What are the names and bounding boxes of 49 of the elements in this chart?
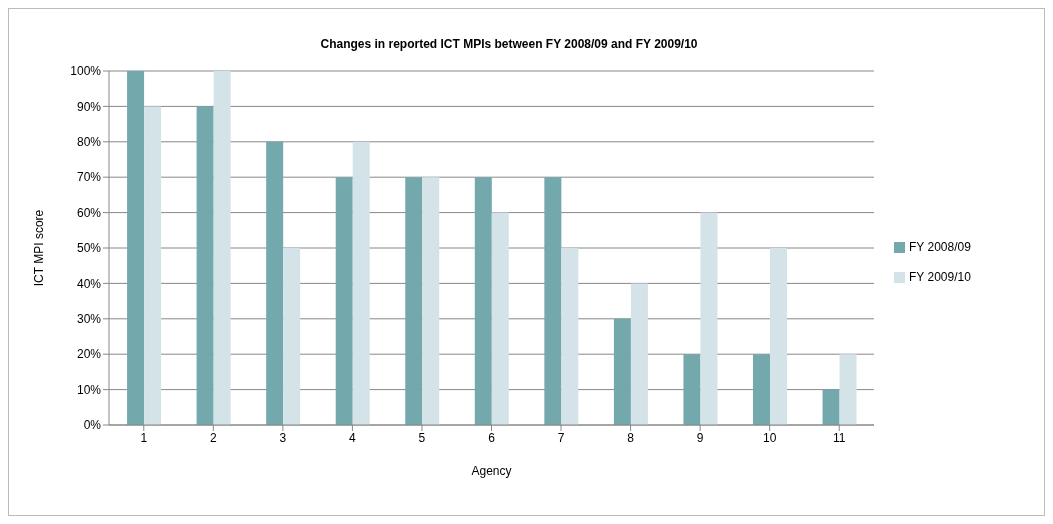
bar (769, 248, 787, 425)
y-tick-label: 90% (76, 99, 102, 114)
bar (405, 177, 423, 425)
legend-label: FY 2008/09 (909, 240, 971, 254)
y-tick-label: 30% (76, 312, 102, 327)
y-tick-label: 0% (83, 418, 102, 433)
bar (335, 177, 353, 425)
bar (213, 71, 231, 425)
x-tick-label: 9 (696, 430, 704, 445)
bar (474, 177, 492, 425)
y-tick-label: 100% (70, 64, 102, 79)
x-tick-label: 3 (279, 430, 287, 445)
x-tick-label: 6 (488, 430, 496, 445)
x-tick-label: 4 (349, 430, 357, 445)
y-tick-label: 50% (76, 241, 102, 256)
bar (144, 106, 162, 425)
chart-title: Changes in reported ICT MPIs between FY 2008/09 and FY 2009/10 (319, 37, 699, 51)
bar (822, 389, 840, 425)
y-tick-label: 60% (76, 205, 102, 220)
bar (630, 283, 648, 425)
x-tick-label: 11 (832, 430, 846, 445)
bar (683, 354, 701, 425)
x-tick-label: 2 (209, 430, 217, 445)
bar (266, 141, 284, 425)
bar (752, 354, 770, 425)
bar (700, 212, 718, 425)
x-tick-label: 5 (418, 430, 426, 445)
bar (561, 248, 579, 425)
y-tick-label: 80% (76, 135, 102, 150)
bar (283, 248, 301, 425)
y-axis-title: ICT MPI score (32, 209, 47, 287)
bar (196, 106, 214, 425)
bar (613, 318, 631, 425)
x-tick-label: 10 (763, 430, 777, 445)
legend-label: FY 2009/10 (909, 270, 971, 284)
x-tick-label: 8 (627, 430, 635, 445)
bar (491, 212, 509, 425)
y-tick-label: 70% (76, 170, 102, 185)
bar (422, 177, 440, 425)
x-tick-label: 7 (557, 430, 565, 445)
x-tick-label: 1 (140, 430, 148, 445)
x-axis-title: Agency (471, 464, 512, 478)
y-tick-label: 10% (76, 382, 102, 397)
bar (127, 71, 145, 425)
bar (839, 354, 857, 425)
y-tick-label: 20% (76, 347, 102, 362)
bar (352, 141, 370, 425)
y-tick-label: 40% (76, 276, 102, 291)
bar (544, 177, 562, 425)
